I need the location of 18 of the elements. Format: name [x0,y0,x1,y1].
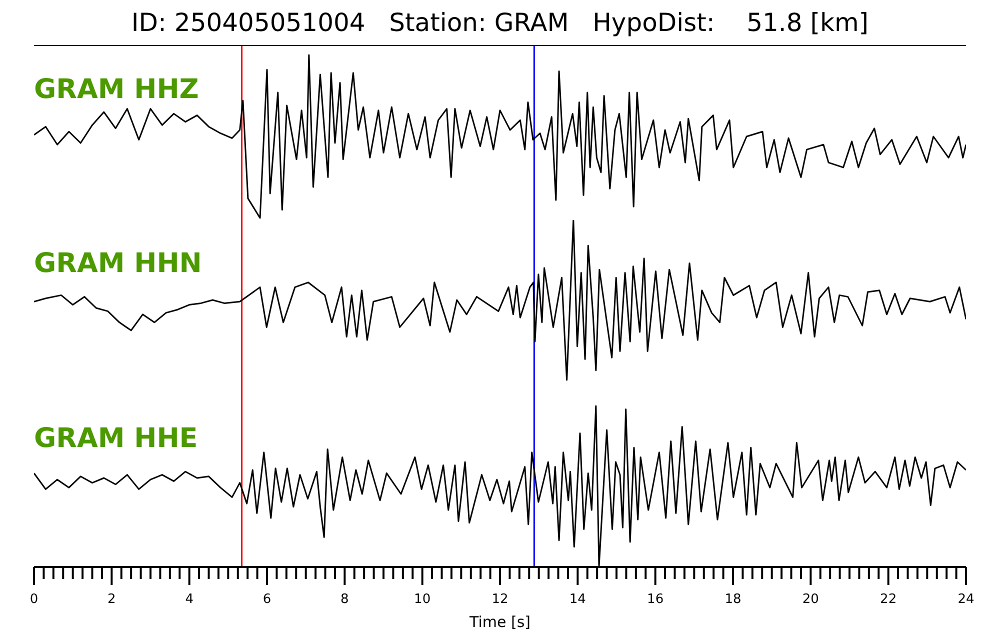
x-tick-label: 14 [569,592,586,607]
series-label: GRAM HHE [34,423,198,454]
x-tick-label: 4 [185,592,194,607]
x-tick-label: 18 [724,592,742,607]
x-tick-label: 10 [414,592,431,607]
chart-title: ID: 250405051004 Station: GRAM HypoDist: 51.8 [km] [130,8,870,38]
x-tick-label: 22 [880,592,897,607]
series-label: GRAM HHN [34,248,202,279]
x-axis-title: Time [s] [468,613,530,631]
x-tick-label: 16 [647,592,664,607]
x-tick-label: 0 [30,592,38,607]
x-tick-label: 8 [340,592,349,607]
x-tick-label: 6 [262,592,272,607]
series-label: GRAM HHZ [34,74,199,105]
x-tick-label: 2 [108,592,116,607]
x-tick-label: 20 [802,592,819,607]
x-tick-label: 12 [492,592,508,607]
x-tick-label: 24 [958,592,974,607]
